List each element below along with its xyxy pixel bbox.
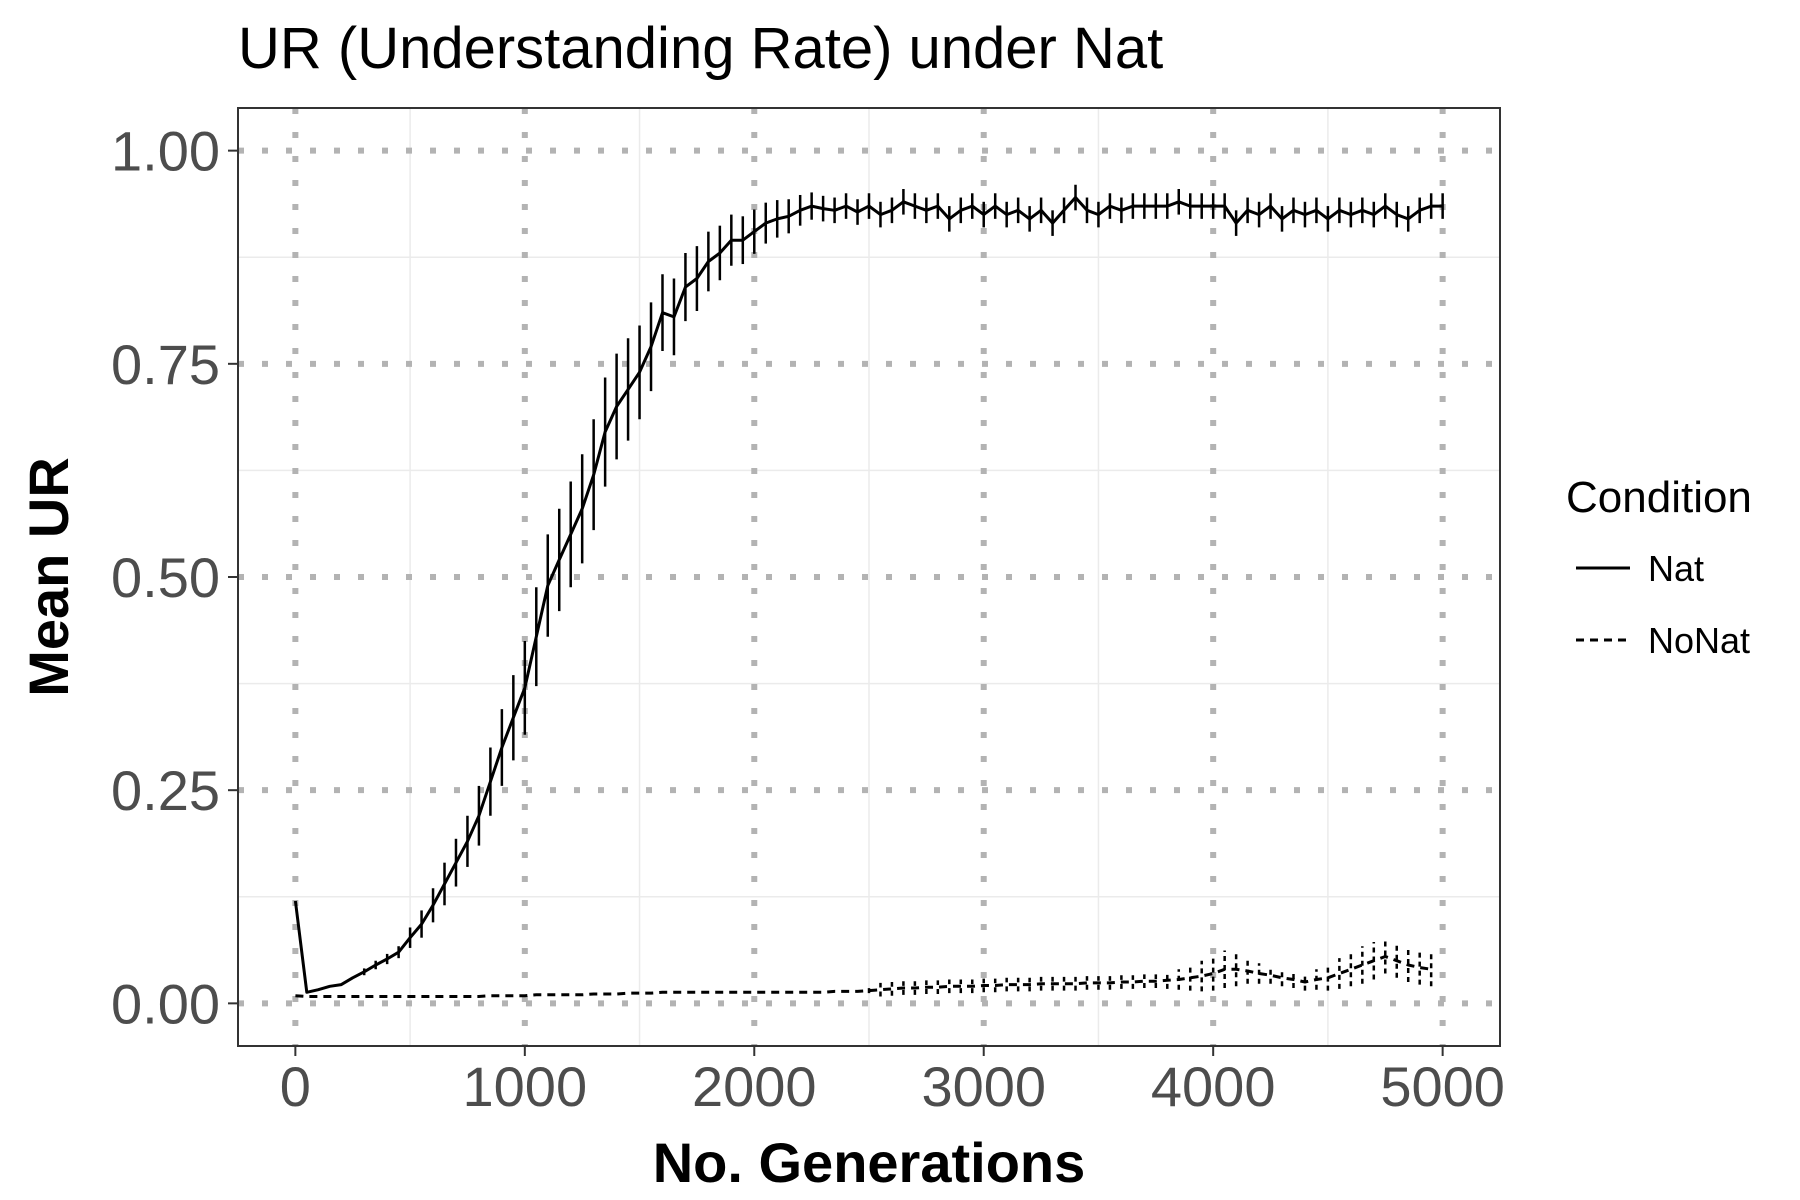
y-tick-label: 1.00 [111,120,220,183]
series-nat [293,184,1444,994]
legend-label-nonat: NoNat [1648,620,1750,661]
x-tick-label: 3000 [921,1055,1046,1118]
legend-label-nat: Nat [1648,548,1704,589]
series-nonat [295,939,1433,998]
y-tick-label: 0.50 [111,546,220,609]
x-tick-label: 5000 [1380,1055,1505,1118]
y-axis: 0.00 0.25 0.50 0.75 1.00 [111,120,238,1035]
y-tick-label: 0.75 [111,333,220,396]
y-tick-label: 0.25 [111,759,220,822]
series-layer [293,184,1444,998]
x-axis: 0 1000 2000 3000 4000 5000 [280,1046,1505,1118]
x-tick-label: 1000 [463,1055,588,1118]
x-tick-label: 4000 [1151,1055,1276,1118]
minor-grid [238,108,1500,1046]
legend-title: Condition [1566,473,1752,522]
x-tick-label: 0 [280,1055,311,1118]
legend: Condition Nat NoNat [1566,473,1752,661]
y-axis-title: Mean UR [17,457,80,697]
y-tick-label: 0.00 [111,972,220,1035]
x-tick-label: 2000 [692,1055,817,1118]
line-nat [293,196,1443,994]
line-nonat [295,955,1432,998]
chart-title: UR (Understanding Rate) under Nat [238,16,1163,81]
x-axis-title: No. Generations [653,1131,1086,1194]
